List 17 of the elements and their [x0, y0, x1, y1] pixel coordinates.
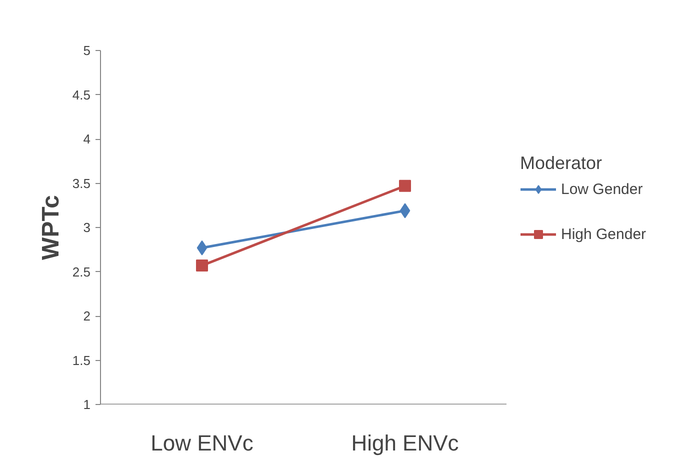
y-axis-title: WPTc — [37, 195, 64, 260]
y-tick-label: 1 — [83, 397, 91, 412]
y-tick-label: 2 — [83, 308, 91, 324]
y-tick-label: 4.5 — [72, 87, 91, 102]
y-tick-label: 3.5 — [72, 176, 91, 191]
y-tick-label: 2.5 — [72, 264, 91, 280]
y-tick-label: 4 — [83, 132, 91, 146]
legend-label: High Gender — [561, 226, 646, 242]
x-tick-label: Low ENVc — [150, 430, 254, 456]
point — [196, 260, 208, 272]
y-tick-label: 3 — [83, 220, 91, 235]
y-tick-label: 5 — [83, 43, 91, 58]
legend-title: Moderator — [520, 153, 604, 174]
legend-label: Low Gender — [561, 180, 643, 198]
x-tick-label: High ENVc — [351, 430, 459, 456]
y-tick-label: 1.5 — [72, 352, 91, 368]
point — [399, 180, 411, 192]
